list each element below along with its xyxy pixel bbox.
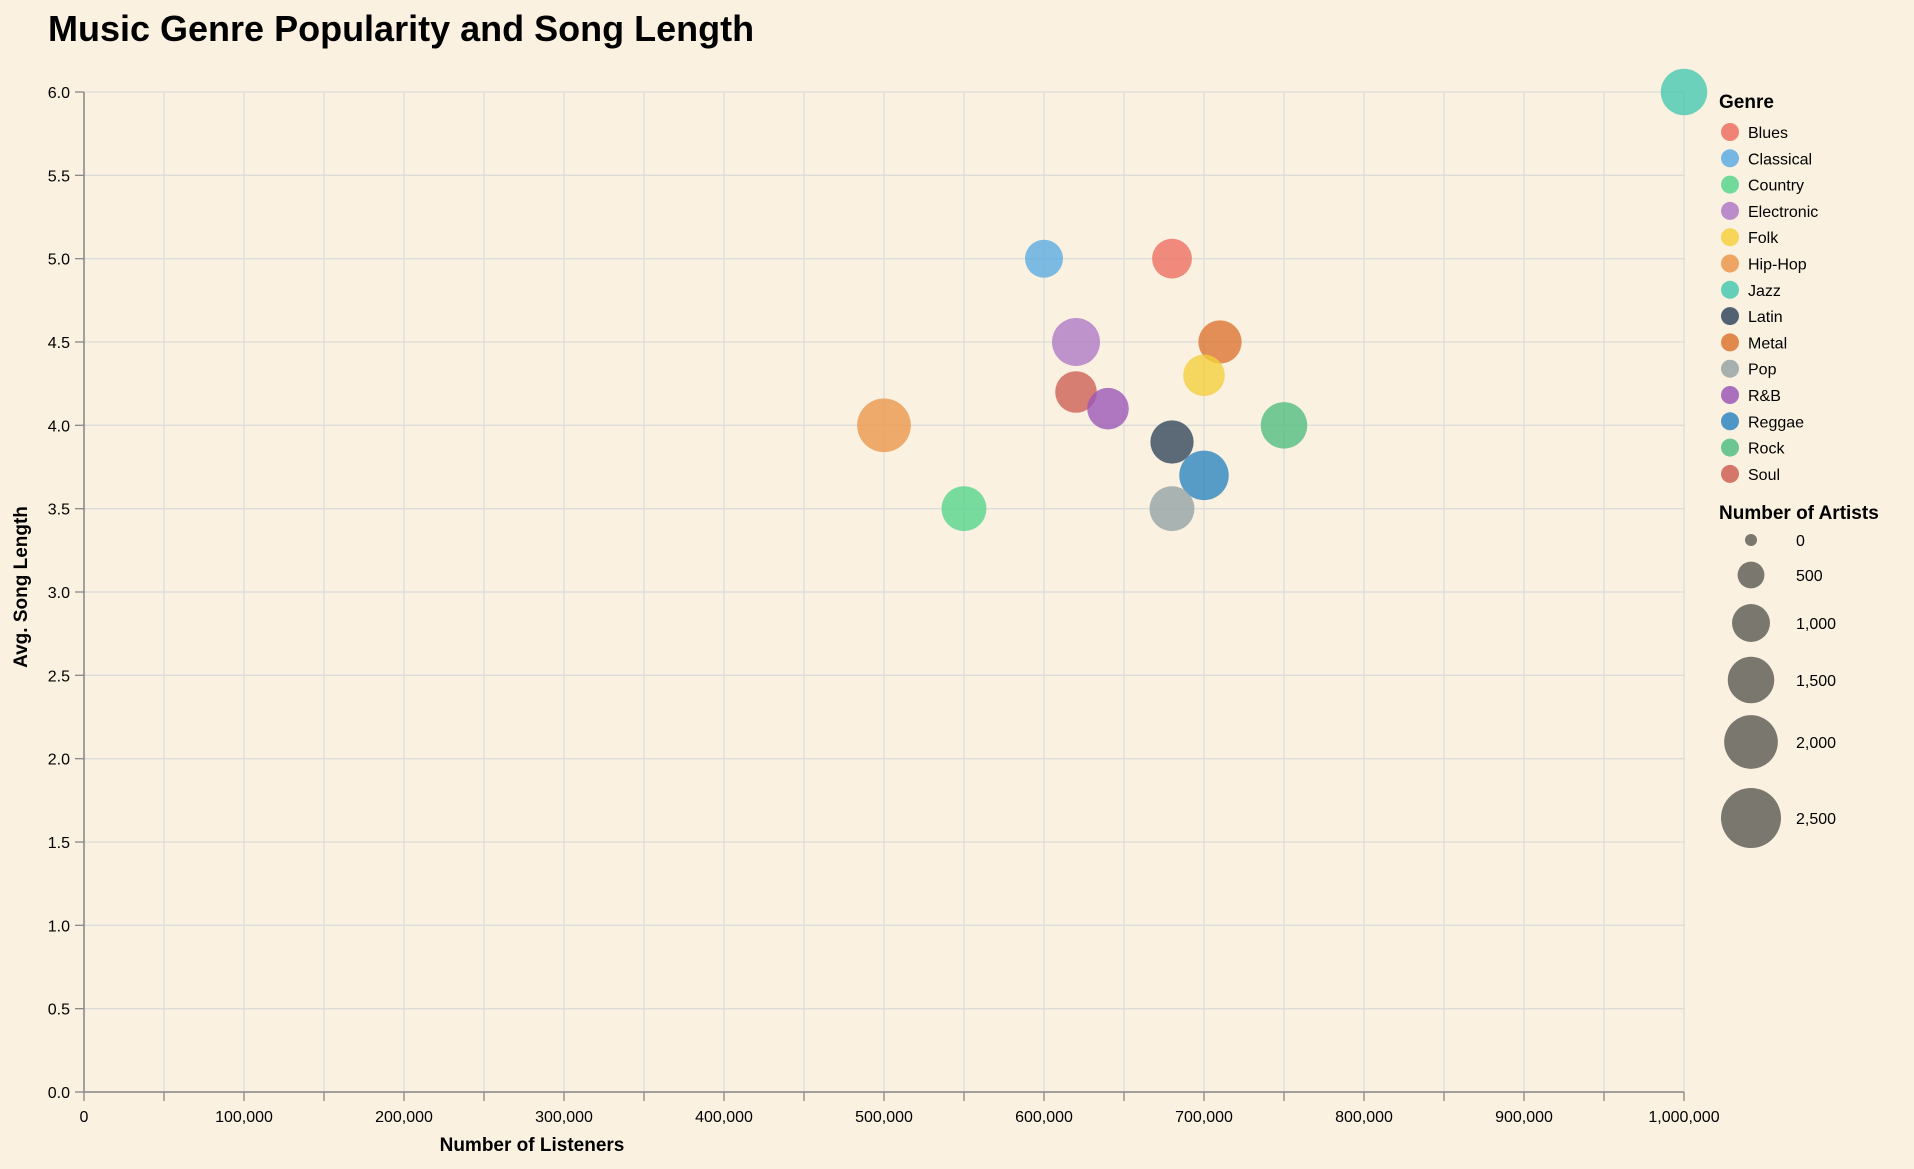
legend-swatch <box>1721 333 1739 352</box>
x-tick-label: 200,000 <box>375 1109 433 1126</box>
y-tick-label: 5.0 <box>48 252 70 269</box>
legend-label: Metal <box>1748 335 1787 352</box>
legend-size-swatch <box>1737 561 1765 589</box>
legend-swatch <box>1721 149 1739 168</box>
data-points <box>857 68 1708 532</box>
data-point-r-b <box>1087 387 1129 430</box>
legend-size-label: 0 <box>1796 533 1805 550</box>
legend-label: Hip-Hop <box>1748 257 1807 274</box>
y-tick-label: 1.0 <box>48 918 70 935</box>
legend-label: Reggae <box>1748 414 1804 431</box>
legend-size-label: 500 <box>1796 568 1823 585</box>
data-point-classical <box>1025 239 1063 278</box>
x-axis-label: Number of Listeners <box>440 1135 625 1156</box>
legend-size-swatch <box>1732 604 1770 642</box>
legend-swatch <box>1721 254 1739 273</box>
chart-title: Music Genre Popularity and Song Length <box>48 8 754 49</box>
x-tick-label: 0 <box>80 1109 89 1126</box>
legend-swatch <box>1721 386 1739 404</box>
legend-label: Folk <box>1748 230 1779 247</box>
y-tick-label: 3.5 <box>48 502 70 519</box>
legend-size-swatch <box>1721 788 1781 848</box>
legend-size-swatch <box>1727 656 1775 704</box>
data-point-country <box>941 486 987 532</box>
x-tick-label: 600,000 <box>1015 1109 1073 1126</box>
data-point-reggae <box>1179 450 1229 501</box>
data-point-soul <box>1055 371 1097 413</box>
legend-size-label: 1,000 <box>1796 616 1836 633</box>
legend-size-list: 0 500 1,000 1,500 2,000 2,500 <box>1721 533 1836 848</box>
data-point-metal <box>1198 320 1242 364</box>
data-point-folk <box>1183 354 1225 397</box>
y-tick-label: 0.5 <box>48 1002 70 1019</box>
y-tick-label: 6.0 <box>48 85 70 102</box>
data-point-pop <box>1149 486 1195 532</box>
legend-label: Rock <box>1748 441 1785 458</box>
axes: 0 100,000 200,000 300,000 400,000 500,000 600,… <box>48 85 1720 1126</box>
legend-label: Latin <box>1748 309 1783 326</box>
legend-size-swatch <box>1724 715 1778 769</box>
legend-label: Classical <box>1748 151 1812 168</box>
data-point-jazz <box>1660 68 1708 116</box>
data-point-rock <box>1260 402 1308 449</box>
x-tick-label: 800,000 <box>1335 1109 1393 1126</box>
legend-swatch <box>1721 201 1739 220</box>
legend: Genre Blues Classical Country Electronic Fol… <box>1719 92 1879 848</box>
data-point-latin <box>1150 420 1194 464</box>
legend-label: Country <box>1748 178 1804 195</box>
y-tick-label: 0.0 <box>48 1085 70 1102</box>
legend-label: Soul <box>1748 467 1780 484</box>
y-tick-label: 1.5 <box>48 835 70 852</box>
legend-label: R&B <box>1748 388 1781 405</box>
legend-size-label: 2,000 <box>1796 735 1836 752</box>
legend-swatch <box>1721 438 1739 457</box>
y-tick-label: 2.5 <box>48 668 70 685</box>
grid-lines <box>83 91 1685 1093</box>
data-point-electronic <box>1052 318 1100 366</box>
data-point-hip-hop <box>857 398 911 453</box>
legend-swatch <box>1721 464 1739 483</box>
y-tick-label: 4.5 <box>48 335 70 352</box>
x-tick-label: 1,000,000 <box>1648 1109 1719 1126</box>
legend-label: Jazz <box>1748 283 1781 300</box>
y-tick-label: 3.0 <box>48 585 70 602</box>
legend-swatch <box>1721 359 1739 378</box>
data-point-blues <box>1152 238 1192 279</box>
legend-swatch <box>1721 307 1739 326</box>
legend-swatch <box>1721 280 1739 299</box>
legend-size-title: Number of Artists <box>1719 503 1879 524</box>
legend-swatch <box>1721 123 1739 141</box>
legend-label: Pop <box>1748 362 1777 379</box>
legend-swatch <box>1721 175 1739 194</box>
x-tick-label: 300,000 <box>535 1109 593 1126</box>
legend-size-label: 1,500 <box>1796 673 1836 690</box>
x-tick-label: 700,000 <box>1175 1109 1233 1126</box>
y-tick-label: 2.0 <box>48 752 70 769</box>
legend-label: Blues <box>1748 125 1788 142</box>
legend-label: Electronic <box>1748 204 1818 221</box>
legend-genre-list: Blues Classical Country Electronic Folk Hip-H… <box>1721 123 1818 484</box>
y-axis-label: Avg. Song Length <box>11 506 32 668</box>
legend-color-title: Genre <box>1719 92 1774 113</box>
legend-swatch <box>1721 412 1739 431</box>
x-tick-label: 400,000 <box>695 1109 753 1126</box>
y-tick-label: 5.5 <box>48 168 70 185</box>
y-tick-label: 4.0 <box>48 418 70 435</box>
legend-size-label: 2,500 <box>1796 811 1836 828</box>
legend-swatch <box>1721 228 1739 247</box>
x-tick-label: 500,000 <box>855 1109 913 1126</box>
x-tick-label: 100,000 <box>215 1109 273 1126</box>
legend-size-swatch <box>1745 534 1757 546</box>
x-tick-label: 900,000 <box>1495 1109 1553 1126</box>
